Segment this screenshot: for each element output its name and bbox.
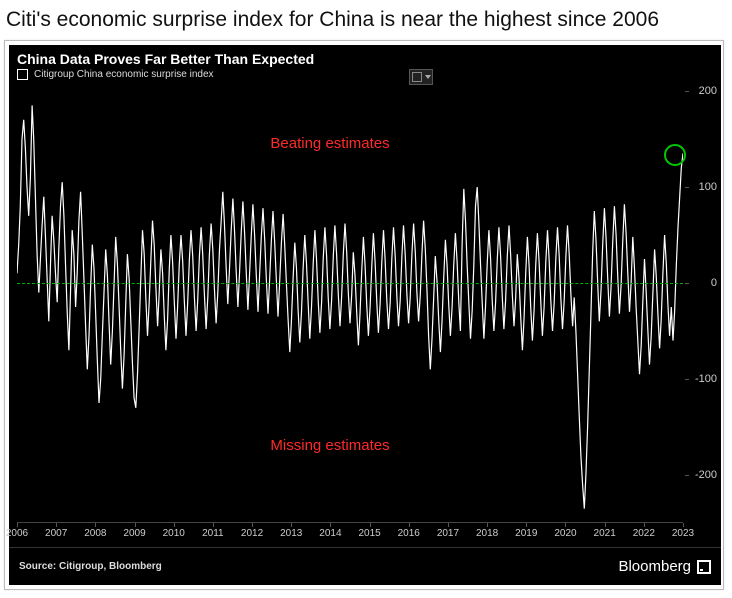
y-tick-label: 200 [699, 85, 717, 97]
missing-annotation: Missing estimates [270, 437, 389, 454]
legend-swatch [17, 69, 28, 80]
x-tick-label: 2006 [6, 528, 28, 539]
x-tick [56, 523, 57, 527]
panel-title: China Data Proves Far Better Than Expect… [9, 45, 721, 69]
x-tick [409, 523, 410, 527]
x-tick-label: 2007 [45, 528, 67, 539]
x-tick [291, 523, 292, 527]
y-tick-label: 100 [699, 181, 717, 193]
x-tick-label: 2010 [163, 528, 185, 539]
chart-settings-dropdown[interactable] [409, 69, 433, 85]
y-tick [685, 283, 689, 284]
x-tick [17, 523, 18, 527]
plot-area [17, 91, 683, 523]
x-tick [683, 523, 684, 527]
panel-footer: Source: Citigroup, Bloomberg Bloomberg [9, 547, 721, 585]
x-tick [487, 523, 488, 527]
beating-annotation: Beating estimates [270, 135, 389, 152]
x-tick-label: 2011 [202, 528, 224, 539]
x-tick [644, 523, 645, 527]
brand: Bloomberg [618, 558, 711, 575]
x-tick-label: 2013 [280, 528, 302, 539]
zero-line [17, 283, 683, 284]
y-tick-label: 0 [711, 277, 717, 289]
x-tick-label: 2021 [594, 528, 616, 539]
y-tick [685, 91, 689, 92]
brand-label: Bloomberg [618, 558, 691, 575]
y-tick-label: -200 [695, 469, 717, 481]
chart-panel: China Data Proves Far Better Than Expect… [9, 45, 721, 585]
source-text: Source: Citigroup, Bloomberg [19, 561, 162, 572]
x-tick-label: 2019 [515, 528, 537, 539]
x-tick-label: 2020 [554, 528, 576, 539]
terminal-icon [697, 560, 711, 574]
x-tick-label: 2014 [319, 528, 341, 539]
x-tick-label: 2023 [672, 528, 694, 539]
y-tick [685, 475, 689, 476]
x-tick [213, 523, 214, 527]
x-tick-label: 2022 [633, 528, 655, 539]
x-tick-label: 2008 [84, 528, 106, 539]
x-tick-label: 2016 [398, 528, 420, 539]
line-series [17, 91, 683, 523]
x-tick-label: 2015 [358, 528, 380, 539]
chevron-down-icon [425, 75, 431, 79]
x-tick [370, 523, 371, 527]
x-tick-label: 2018 [476, 528, 498, 539]
x-tick-label: 2009 [123, 528, 145, 539]
x-tick-label: 2017 [437, 528, 459, 539]
y-tick [685, 379, 689, 380]
x-tick [605, 523, 606, 527]
x-axis: 2006200720082009201020112012201320142015… [17, 522, 683, 545]
x-tick [252, 523, 253, 527]
x-tick [565, 523, 566, 527]
x-tick [526, 523, 527, 527]
chart-type-icon [412, 72, 422, 82]
x-tick [95, 523, 96, 527]
y-tick [685, 187, 689, 188]
headline: Citi's economic surprise index for China… [4, 4, 724, 40]
x-tick [135, 523, 136, 527]
legend: Citigroup China economic surprise index [9, 69, 721, 82]
x-tick-label: 2012 [241, 528, 263, 539]
x-tick [174, 523, 175, 527]
x-tick [448, 523, 449, 527]
y-tick-label: -100 [695, 373, 717, 385]
legend-label: Citigroup China economic surprise index [34, 69, 214, 80]
chart-panel-frame: China Data Proves Far Better Than Expect… [4, 40, 724, 590]
x-tick [330, 523, 331, 527]
